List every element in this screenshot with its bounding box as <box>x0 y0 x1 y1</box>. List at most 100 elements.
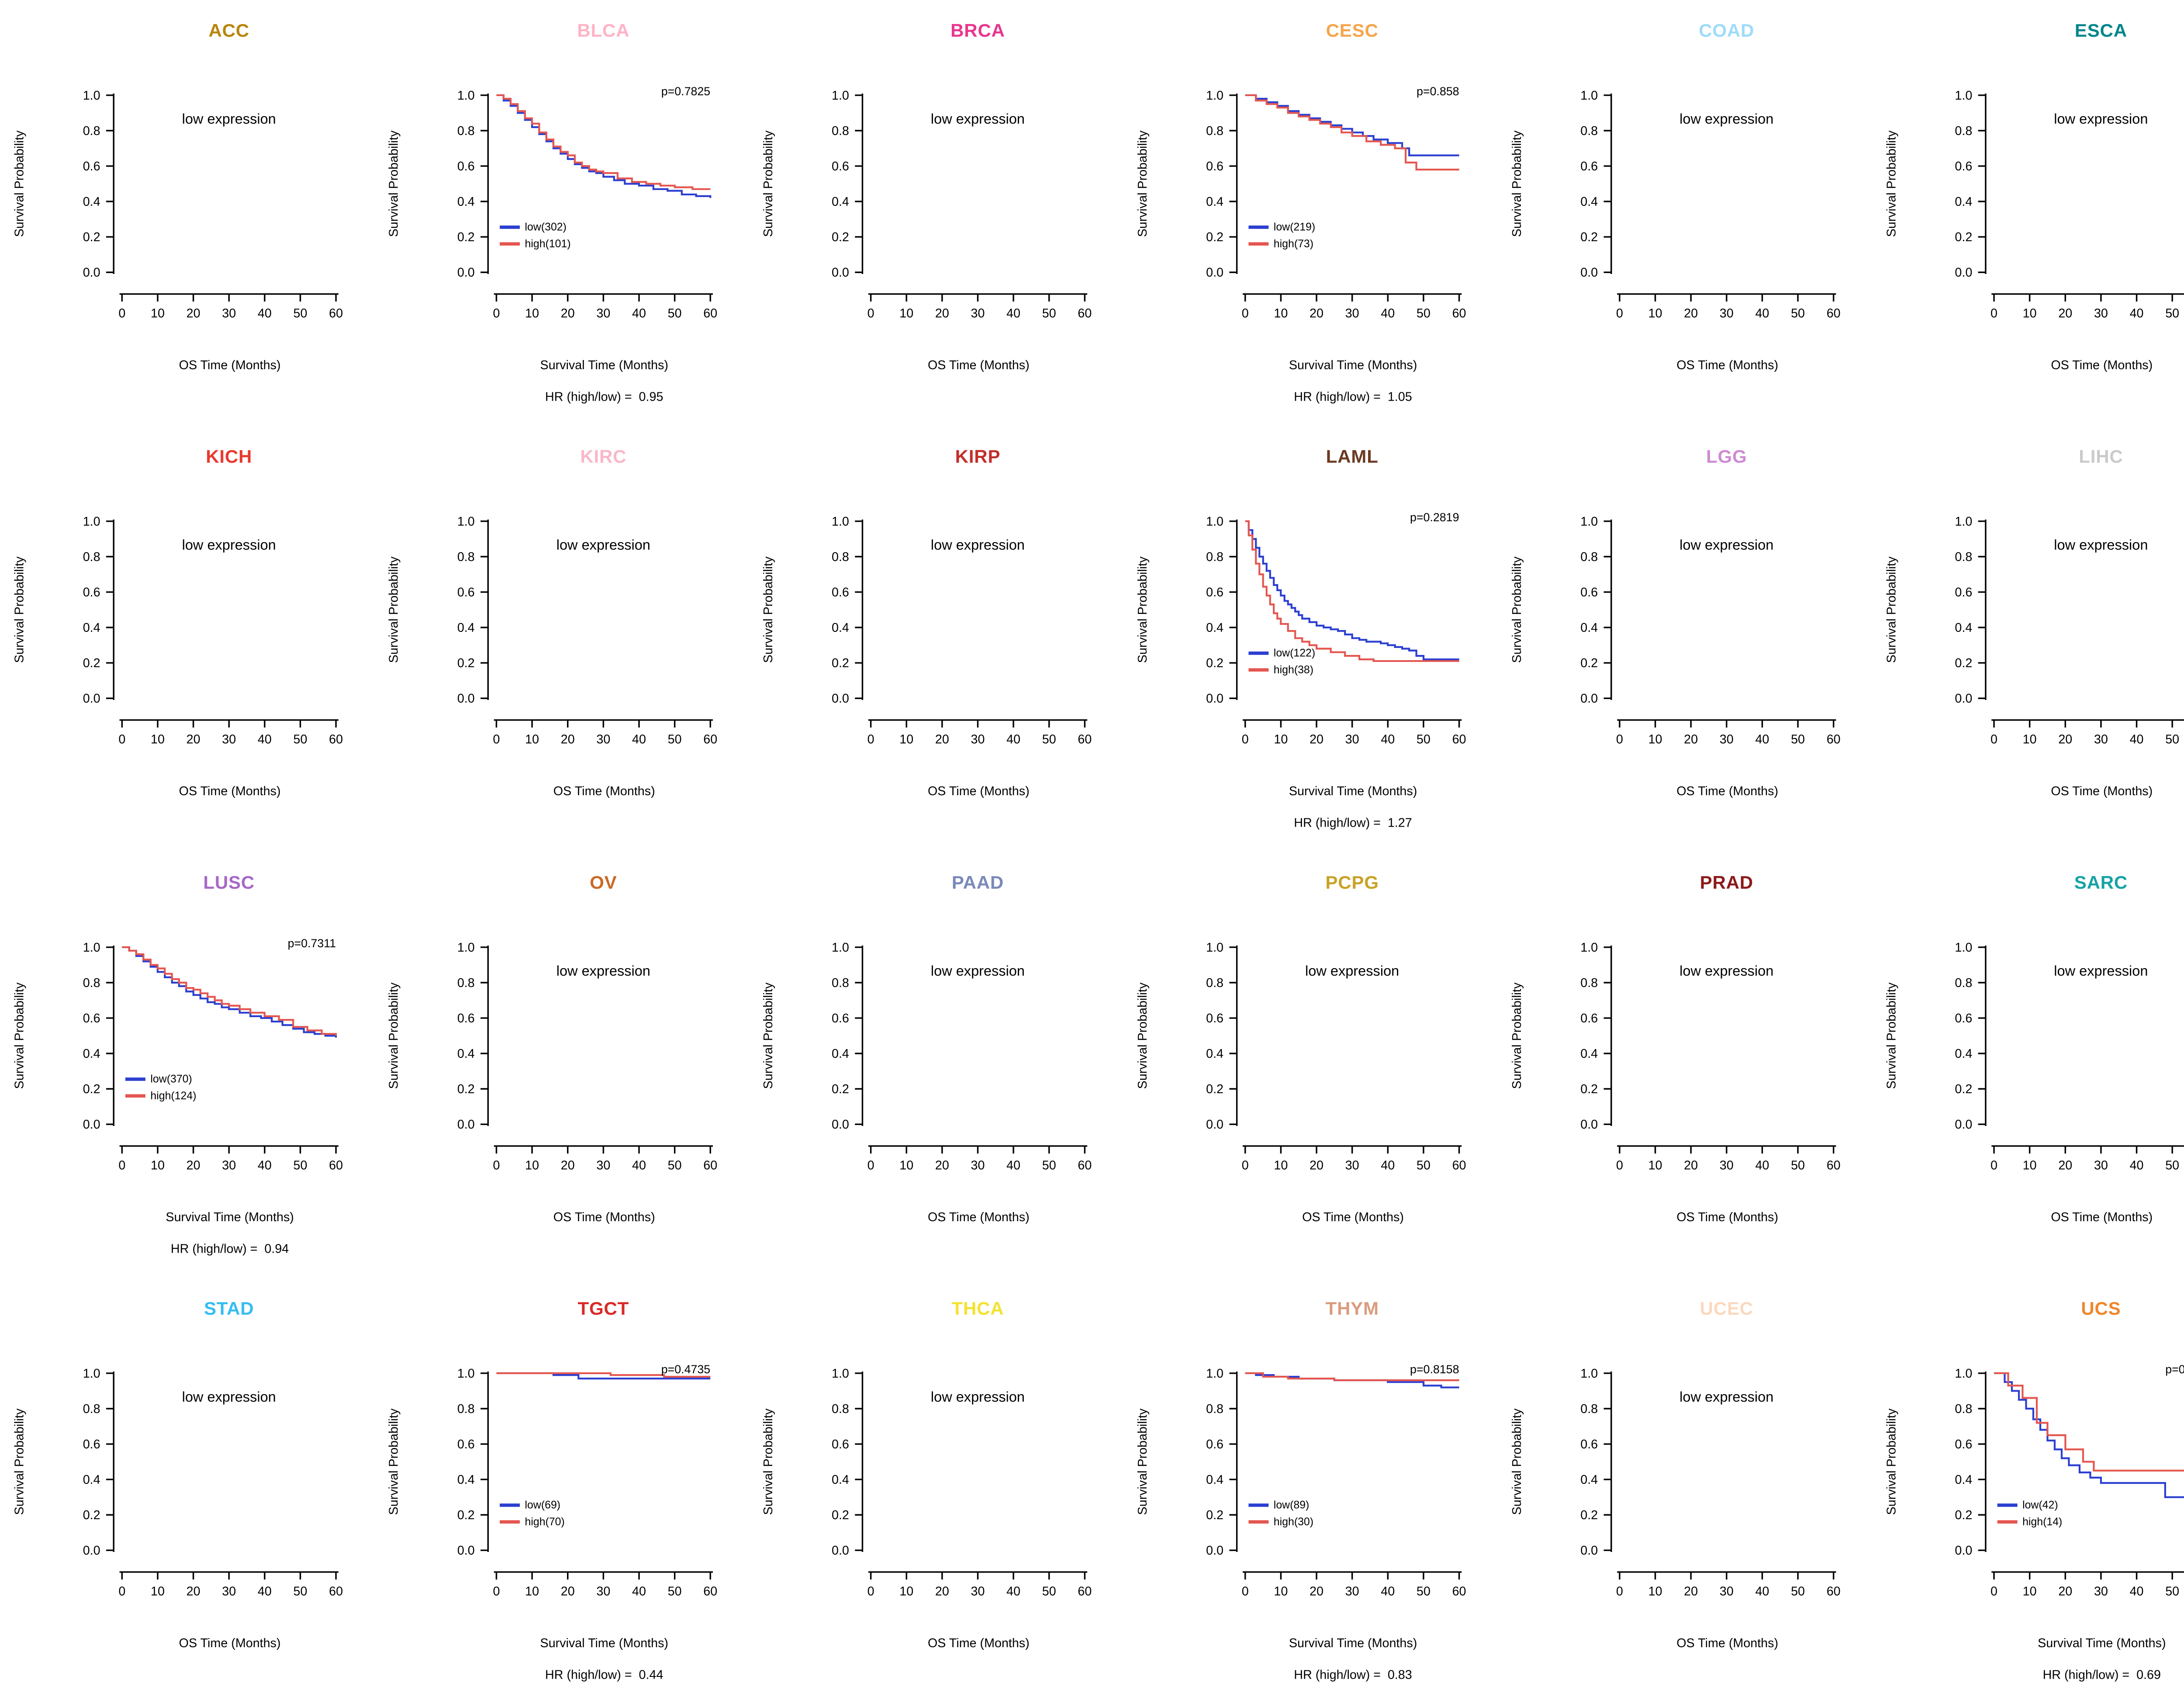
x-tick-label: 0 <box>118 1158 125 1172</box>
y-tick-label: 0.8 <box>1206 124 1223 138</box>
x-tick-label: 30 <box>596 1158 610 1172</box>
x-tick-label: 60 <box>703 1158 717 1172</box>
x-tick-label: 40 <box>1381 732 1395 746</box>
legend-swatch-low <box>500 1504 520 1507</box>
p-value-label: p=0.7825 <box>661 87 711 99</box>
legend-row-low: low(89) <box>1248 1497 1313 1514</box>
legend-swatch-low <box>1248 652 1269 655</box>
survival-panel: LAML 1.0 0.8 0.6 0.4 0.2 0.0 0 10 20 30 40 50 60 Surv… <box>1123 426 1497 852</box>
x-tick-label: 30 <box>2094 1158 2108 1172</box>
low-expression-note: low expression <box>556 962 650 979</box>
x-tick-label: 40 <box>1006 732 1020 746</box>
x-tick-label: 40 <box>1755 306 1769 320</box>
y-tick-label: 0.8 <box>832 550 849 564</box>
legend-swatch-low <box>1248 226 1269 229</box>
y-tick-label: 0.4 <box>457 1473 475 1487</box>
survival-panel: LGG 1.0 0.8 0.6 0.4 0.2 0.0 0 10 20 30 40 50 60 Survi… <box>1498 426 1872 852</box>
y-tick-label: 0.0 <box>1955 1118 1972 1132</box>
legend-label-low: low(219) <box>1273 221 1316 233</box>
survival-panel: COAD 1.0 0.8 0.6 0.4 0.2 0.0 0 10 20 30 40 50 60 Surv… <box>1498 0 1872 426</box>
x-tick-label: 60 <box>329 732 343 746</box>
x-tick-label: 40 <box>1381 1584 1395 1598</box>
x-tick-label: 30 <box>971 306 985 320</box>
y-tick-label: 0.2 <box>1580 656 1598 670</box>
y-tick-label: 0.0 <box>832 1544 849 1558</box>
survival-curve-low <box>1245 520 1459 661</box>
y-tick-label: 0.6 <box>1955 1011 1972 1025</box>
x-tick-label: 10 <box>1648 1584 1662 1598</box>
y-tick-label: 1.0 <box>1206 941 1223 955</box>
legend-swatch-high <box>1997 1520 2018 1523</box>
x-tick-label: 60 <box>1827 1158 1841 1172</box>
survival-curve-high <box>1245 1372 1459 1382</box>
legend-label-low: low(42) <box>2022 1499 2058 1511</box>
x-tick-label: 30 <box>971 1158 985 1172</box>
survival-panel: OV 1.0 0.8 0.6 0.4 0.2 0.0 0 10 20 30 40 50 60 Surviv… <box>374 852 749 1278</box>
x-tick-label: 20 <box>561 732 575 746</box>
x-tick-label: 40 <box>1755 1584 1769 1598</box>
x-tick-label: 20 <box>187 1158 200 1172</box>
x-tick-label: 0 <box>493 306 500 320</box>
y-tick-label: 0.8 <box>1955 550 1972 564</box>
x-tick-label: 60 <box>1078 1158 1092 1172</box>
x-tick-label: 10 <box>2023 306 2037 320</box>
y-tick-label: 0.8 <box>83 124 100 138</box>
low-expression-note: low expression <box>930 962 1025 979</box>
y-tick-label: 0.2 <box>1580 230 1598 244</box>
x-tick-label: 30 <box>596 732 610 746</box>
hazard-ratio-label: HR (high/low) = 0.44 <box>545 1667 663 1683</box>
survival-panel: UCEC 1.0 0.8 0.6 0.4 0.2 0.0 0 10 20 30 40 50 60 Surv… <box>1498 1278 1872 1704</box>
x-tick-label: 60 <box>329 306 343 320</box>
y-tick-label: 0.6 <box>1206 1437 1223 1451</box>
survival-curve-high <box>496 1372 711 1378</box>
low-expression-note: low expression <box>930 1388 1025 1405</box>
x-tick-label: 40 <box>2130 732 2144 746</box>
panel-title: PAAD <box>951 873 1004 894</box>
y-tick-label: 0.8 <box>1580 550 1598 564</box>
x-tick-label: 30 <box>2094 306 2108 320</box>
y-tick-label: 0.4 <box>1206 1047 1223 1061</box>
y-axis-title: Survival Probability <box>13 556 27 663</box>
x-tick-label: 40 <box>2130 306 2144 320</box>
x-tick-label: 60 <box>1452 1584 1466 1598</box>
y-tick-label: 0.8 <box>832 1402 849 1416</box>
survival-curve-high <box>1245 94 1459 171</box>
legend-swatch-low <box>1248 1504 1269 1507</box>
x-axis-title: Survival Time (Months) <box>540 1635 669 1651</box>
y-tick-label: 1.0 <box>832 1367 849 1381</box>
y-axis-title: Survival Probability <box>387 556 401 663</box>
y-tick-label: 0.4 <box>1580 1047 1598 1061</box>
low-expression-note: low expression <box>1305 962 1400 979</box>
y-tick-label: 0.8 <box>832 124 849 138</box>
x-tick-label: 30 <box>971 732 985 746</box>
x-tick-label: 0 <box>1242 1158 1249 1172</box>
y-tick-label: 1.0 <box>83 515 100 529</box>
panel-title: THYM <box>1325 1299 1379 1320</box>
x-tick-label: 40 <box>1381 306 1395 320</box>
x-tick-label: 0 <box>118 732 125 746</box>
y-tick-label: 0.2 <box>83 1508 100 1522</box>
low-expression-note: low expression <box>1679 962 1774 979</box>
panel-title: ACC <box>208 21 249 42</box>
y-tick-label: 1.0 <box>832 515 849 529</box>
panel-title: STAD <box>204 1299 254 1320</box>
y-axis-title: Survival Probability <box>761 1408 775 1515</box>
y-tick-label: 0.0 <box>457 1544 475 1558</box>
legend-row-low: low(302) <box>500 219 571 236</box>
km-plot: 1.00.80.60.40.20.00102030405060Survival … <box>1884 515 2184 746</box>
y-tick-label: 1.0 <box>1580 1367 1598 1381</box>
x-tick-label: 30 <box>596 1584 610 1598</box>
panel-title: UCS <box>2081 1299 2121 1320</box>
x-tick-label: 0 <box>1990 732 1997 746</box>
x-tick-label: 40 <box>2130 1158 2144 1172</box>
panel-title: OV <box>590 873 617 894</box>
legend-swatch-high <box>1248 242 1269 245</box>
low-expression-note: low expression <box>182 536 276 553</box>
